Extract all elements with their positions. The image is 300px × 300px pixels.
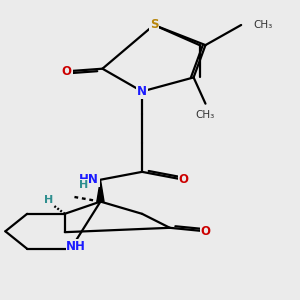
Text: CH₃: CH₃ <box>196 110 215 120</box>
Text: O: O <box>179 173 189 186</box>
Text: CH₃: CH₃ <box>253 20 272 30</box>
Text: HN: HN <box>79 173 99 186</box>
Text: H: H <box>44 195 53 205</box>
Text: H: H <box>79 180 88 190</box>
Polygon shape <box>97 180 104 202</box>
Text: N: N <box>137 85 147 98</box>
Text: O: O <box>200 225 211 238</box>
Text: S: S <box>150 19 158 32</box>
Text: NH: NH <box>66 240 86 253</box>
Text: O: O <box>62 65 72 78</box>
